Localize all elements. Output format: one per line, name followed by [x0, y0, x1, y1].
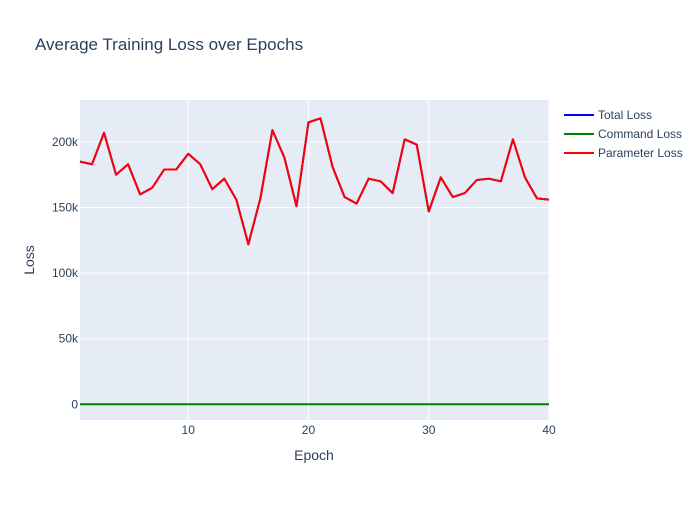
legend: Total Loss Command Loss Parameter Loss [564, 108, 683, 160]
x-tick-label: 10 [182, 423, 196, 437]
grid [80, 100, 550, 420]
legend-label-command-loss[interactable]: Command Loss [598, 127, 682, 141]
series-lines [79, 117, 550, 406]
y-tick-label: 150k [52, 201, 79, 215]
x-tick-label: 40 [542, 423, 556, 437]
y-tick-label: 0 [71, 397, 78, 411]
x-tick-label: 30 [422, 423, 436, 437]
legend-label-total-loss[interactable]: Total Loss [598, 108, 652, 122]
series-line-parameter-loss [79, 117, 550, 246]
y-tick-label: 100k [52, 266, 79, 280]
axes: 10 20 30 40 0 50k 100k 150k 200k [52, 135, 556, 437]
y-tick-label: 50k [59, 332, 79, 346]
legend-label-parameter-loss[interactable]: Parameter Loss [598, 146, 683, 160]
chart-title: Average Training Loss over Epochs [35, 35, 303, 54]
x-axis-title: Epoch [294, 447, 334, 463]
y-tick-label: 200k [52, 135, 79, 149]
plot-area [80, 100, 549, 420]
x-tick-label: 20 [302, 423, 316, 437]
y-axis-title: Loss [21, 245, 37, 275]
